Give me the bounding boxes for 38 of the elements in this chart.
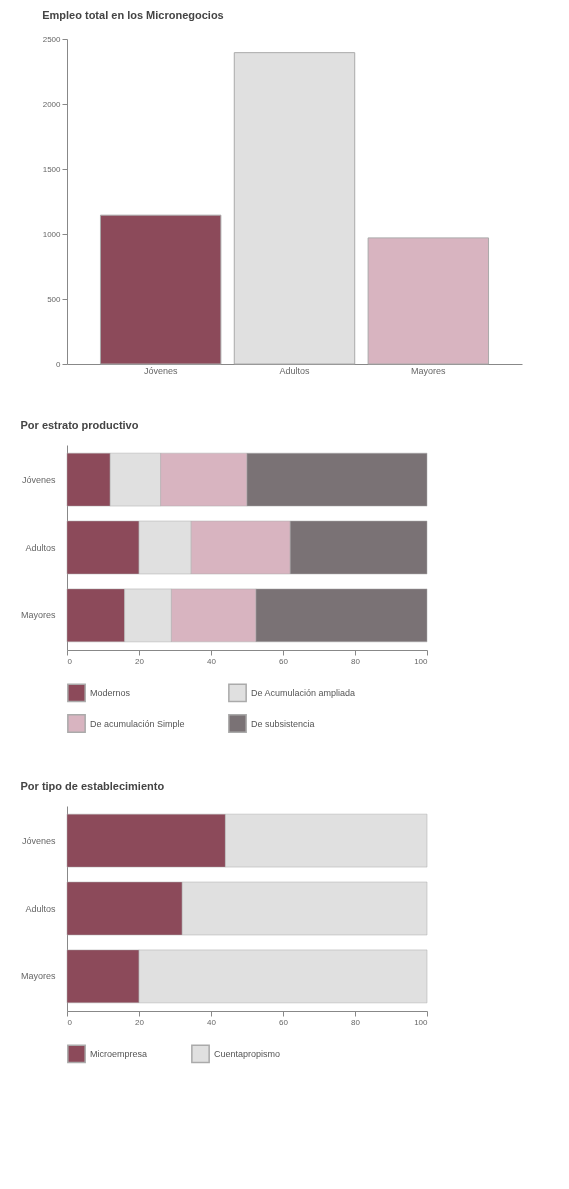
x-tick-label: 80	[351, 1017, 361, 1027]
x-tick-label: 0	[67, 656, 73, 666]
y-tick-label: Mayores	[20, 971, 56, 982]
x-tick-label: 60	[279, 1017, 289, 1027]
x-tick-label: 40	[207, 1017, 217, 1027]
x-tick-label: 20	[135, 1017, 145, 1027]
y-tick-label: Adultos	[25, 903, 56, 914]
x-tick-label: Adultos	[279, 365, 310, 376]
y-tick-label: 2500	[42, 34, 62, 44]
y-tick-label: Jóvenes	[21, 835, 56, 846]
legend-label: De subsistencia	[251, 718, 315, 729]
y-tick-label: 500	[47, 294, 62, 304]
y-tick-label: 2000	[42, 99, 62, 109]
x-tick-label: Jóvenes	[143, 365, 178, 376]
chart-title: Empleo total en los Micronegocios	[42, 9, 224, 21]
legend-label: Modernos	[90, 687, 131, 698]
y-tick-label: Jóvenes	[21, 474, 56, 485]
x-tick-label: 0	[67, 1017, 73, 1027]
legend-label: De acumulación Simple	[90, 718, 185, 729]
x-tick-label: 20	[135, 656, 145, 666]
bar	[233, 52, 356, 365]
legend-label: Cuentapropismo	[214, 1048, 281, 1059]
x-tick-label: 60	[279, 656, 289, 666]
bar	[99, 214, 222, 365]
bar	[367, 237, 490, 365]
y-tick-label: Adultos	[25, 542, 56, 553]
legend-label: Microempresa	[90, 1048, 148, 1059]
y-tick-label: Mayores	[20, 610, 56, 621]
x-tick-label: 100	[414, 1017, 429, 1027]
chart-title: Por tipo de establecimiento	[20, 780, 165, 792]
legend-label: De Acumulación ampliada	[251, 687, 356, 698]
y-tick-label: 1000	[42, 229, 62, 239]
chart-title: Por estrato productivo	[20, 419, 139, 431]
y-tick-label: 1500	[42, 164, 62, 174]
x-tick-label: 80	[351, 656, 361, 666]
x-tick-label: 100	[414, 656, 429, 666]
x-tick-label: Mayores	[411, 365, 447, 376]
x-tick-label: 40	[207, 656, 217, 666]
